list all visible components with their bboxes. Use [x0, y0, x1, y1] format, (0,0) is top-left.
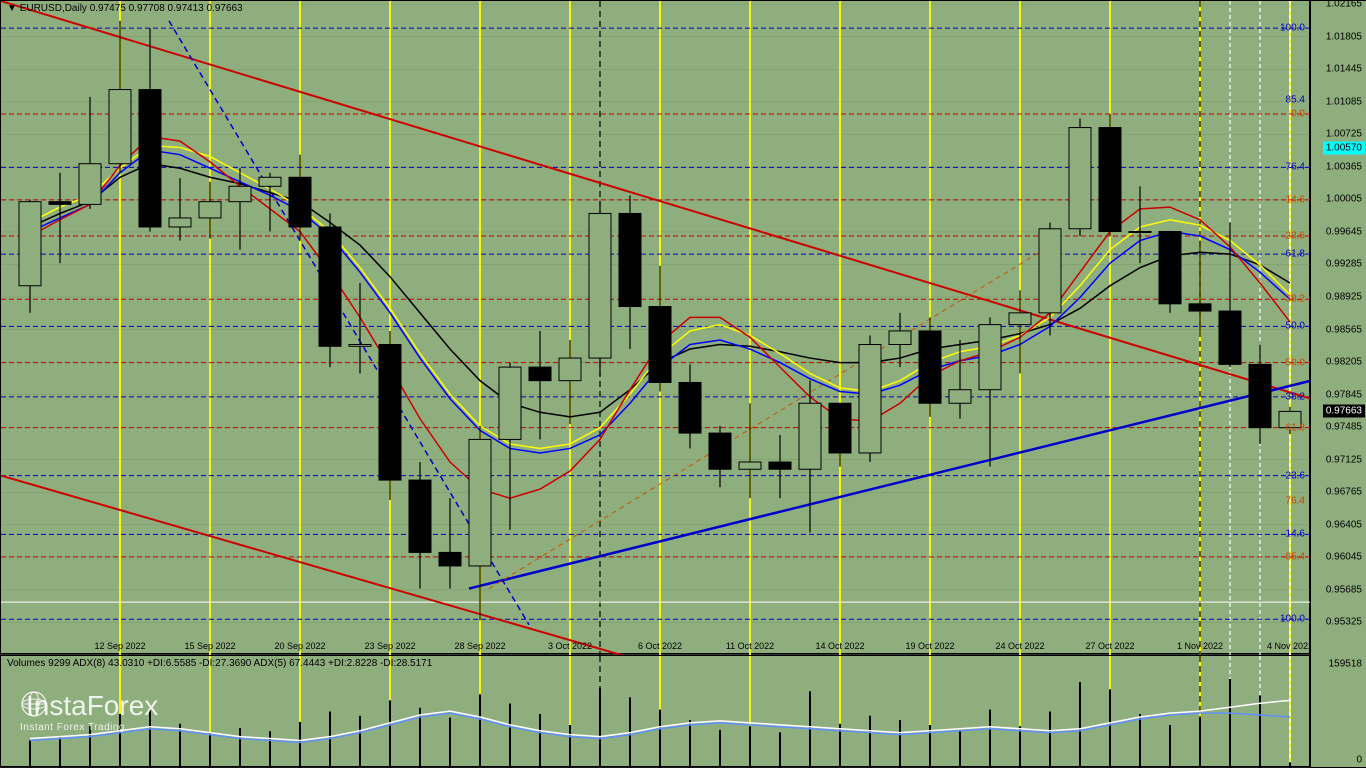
y-axis-tick: 0.95325 — [1326, 617, 1362, 628]
x-axis-date: 6 Oct 2022 — [638, 641, 682, 651]
indicator-header: Volumes 9299 ADX(8) 43.0310 +DI:6.5585 -… — [7, 658, 432, 669]
x-axis-date: 12 Sep 2022 — [94, 641, 145, 651]
y-axis-tick: 1.00365 — [1326, 161, 1362, 172]
y-axis: 0.95325 0.95685 0.96045 0.96405 0.96765 0.971… — [1310, 0, 1366, 768]
y-axis-tick: 0.98565 — [1326, 324, 1362, 335]
fib-label: 14.6 — [1286, 529, 1305, 540]
price-chart-panel[interactable]: ▼ EURUSD,Daily 0.97475 0.97708 0.97413 0… — [0, 0, 1310, 654]
y-axis-tick: 0.98205 — [1326, 357, 1362, 368]
fib-label: 85.4 — [1286, 95, 1305, 106]
x-axis-date: 1 Nov 2022 — [1177, 641, 1223, 651]
y-axis-tick: 0 — [1356, 755, 1362, 766]
y-axis-tick: 1.00005 — [1326, 194, 1362, 205]
x-axis-date: 4 Nov 2022 — [1267, 641, 1313, 651]
x-axis-date: 27 Oct 2022 — [1085, 641, 1134, 651]
y-axis-tick: 0.95685 — [1326, 584, 1362, 595]
x-axis-date: 14 Oct 2022 — [815, 641, 864, 651]
y-axis-tick: 1.01805 — [1326, 31, 1362, 42]
fib-label: 76.4 — [1286, 495, 1305, 506]
y-axis-tick: 0.96045 — [1326, 552, 1362, 563]
x-axis-date: 28 Sep 2022 — [454, 641, 505, 651]
x-axis-date: 24 Oct 2022 — [995, 641, 1044, 651]
x-axis-date: 3 Oct 2022 — [548, 641, 592, 651]
x-axis-date: 11 Oct 2022 — [726, 641, 774, 651]
fib-label: 85.4 — [1286, 551, 1305, 562]
fib-label: 100.0 — [1280, 614, 1305, 625]
y-axis-tick: 1.01445 — [1326, 64, 1362, 75]
logo-subtitle: Instant Forex Trading — [20, 722, 158, 733]
fib-label: 50.0 — [1286, 357, 1305, 368]
chart-root: ▼ EURUSD,Daily 0.97475 0.97708 0.97413 0… — [0, 0, 1366, 768]
fib-label: 38.2 — [1286, 294, 1305, 305]
watermark-logo: InstaForex Instant Forex Trading — [20, 690, 158, 733]
y-axis-tick: 0.99285 — [1326, 259, 1362, 270]
y-axis-tick: 0.96765 — [1326, 487, 1362, 498]
y-axis-tick: 1.01085 — [1326, 96, 1362, 107]
fib-label: 100.0 — [1280, 23, 1305, 34]
fib-label: 61.8 — [1286, 249, 1305, 260]
price-marker: 0.97663 — [1323, 405, 1365, 418]
x-axis-date: 19 Oct 2022 — [905, 641, 954, 651]
fib-label: 23.6 — [1286, 231, 1305, 242]
fib-label: 23.6 — [1286, 470, 1305, 481]
indicator-panel[interactable]: Volumes 9299 ADX(8) 43.0310 +DI:6.5585 -… — [0, 655, 1310, 767]
y-axis-tick: 0.97485 — [1326, 422, 1362, 433]
price-marker: 1.00570 — [1323, 142, 1365, 155]
fib-label: 0.0 — [1291, 108, 1305, 119]
x-axis-date: 15 Sep 2022 — [184, 641, 235, 651]
y-axis-tick: 159518 — [1329, 659, 1362, 670]
y-axis-tick: 0.97845 — [1326, 389, 1362, 400]
y-axis-tick: 0.98925 — [1326, 292, 1362, 303]
fib-label: 50.0 — [1286, 321, 1305, 332]
price-chart-svg — [1, 1, 1311, 655]
y-axis-tick: 0.97125 — [1326, 454, 1362, 465]
y-axis-tick: 0.96405 — [1326, 519, 1362, 530]
fib-label: 61.8 — [1286, 422, 1305, 433]
y-axis-tick: 1.02165 — [1326, 0, 1362, 10]
y-axis-tick: 0.99645 — [1326, 226, 1362, 237]
fib-label: 14.6 — [1286, 194, 1305, 205]
fib-label: 76.4 — [1286, 162, 1305, 173]
x-axis-date: 23 Sep 2022 — [364, 641, 415, 651]
fib-label: 38.2 — [1286, 391, 1305, 402]
x-axis-date: 20 Sep 2022 — [274, 641, 325, 651]
symbol-header: ▼ EURUSD,Daily 0.97475 0.97708 0.97413 0… — [7, 3, 243, 14]
y-axis-tick: 1.00725 — [1326, 129, 1362, 140]
indicator-svg — [1, 656, 1311, 768]
